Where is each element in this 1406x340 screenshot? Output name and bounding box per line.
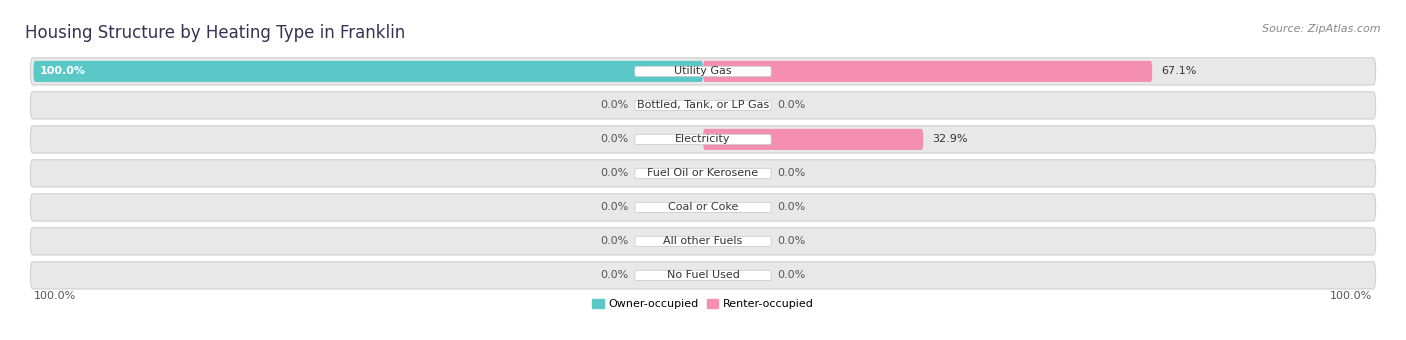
Text: Bottled, Tank, or LP Gas: Bottled, Tank, or LP Gas	[637, 100, 769, 110]
FancyBboxPatch shape	[636, 168, 772, 179]
Text: All other Fuels: All other Fuels	[664, 236, 742, 246]
FancyBboxPatch shape	[31, 228, 1375, 255]
Text: 0.0%: 0.0%	[600, 202, 628, 212]
Text: 100.0%: 100.0%	[39, 66, 86, 76]
Text: 0.0%: 0.0%	[778, 202, 806, 212]
Text: 100.0%: 100.0%	[1330, 291, 1372, 302]
Text: Electricity: Electricity	[675, 134, 731, 144]
Text: Housing Structure by Heating Type in Franklin: Housing Structure by Heating Type in Fra…	[25, 24, 405, 42]
Legend: Owner-occupied, Renter-occupied: Owner-occupied, Renter-occupied	[588, 294, 818, 314]
Text: 0.0%: 0.0%	[600, 134, 628, 144]
Text: No Fuel Used: No Fuel Used	[666, 270, 740, 280]
Text: 32.9%: 32.9%	[932, 134, 969, 144]
FancyBboxPatch shape	[703, 61, 1153, 82]
FancyBboxPatch shape	[636, 270, 772, 280]
Text: 0.0%: 0.0%	[778, 270, 806, 280]
FancyBboxPatch shape	[31, 262, 1375, 289]
FancyBboxPatch shape	[31, 160, 1375, 187]
Text: 0.0%: 0.0%	[600, 168, 628, 179]
Text: 0.0%: 0.0%	[778, 100, 806, 110]
FancyBboxPatch shape	[636, 134, 772, 144]
FancyBboxPatch shape	[636, 236, 772, 246]
Text: 0.0%: 0.0%	[778, 236, 806, 246]
FancyBboxPatch shape	[703, 129, 924, 150]
Text: Source: ZipAtlas.com: Source: ZipAtlas.com	[1263, 24, 1381, 34]
Text: 67.1%: 67.1%	[1161, 66, 1197, 76]
Text: 0.0%: 0.0%	[600, 236, 628, 246]
Text: 0.0%: 0.0%	[600, 270, 628, 280]
Text: 0.0%: 0.0%	[778, 168, 806, 179]
FancyBboxPatch shape	[31, 92, 1375, 119]
FancyBboxPatch shape	[636, 100, 772, 110]
FancyBboxPatch shape	[31, 58, 1375, 85]
Text: Utility Gas: Utility Gas	[675, 66, 731, 76]
FancyBboxPatch shape	[636, 202, 772, 212]
FancyBboxPatch shape	[31, 126, 1375, 153]
Text: 0.0%: 0.0%	[600, 100, 628, 110]
FancyBboxPatch shape	[31, 194, 1375, 221]
Text: Fuel Oil or Kerosene: Fuel Oil or Kerosene	[647, 168, 759, 179]
FancyBboxPatch shape	[636, 66, 772, 76]
FancyBboxPatch shape	[34, 61, 703, 82]
Text: Coal or Coke: Coal or Coke	[668, 202, 738, 212]
Text: 100.0%: 100.0%	[34, 291, 76, 302]
